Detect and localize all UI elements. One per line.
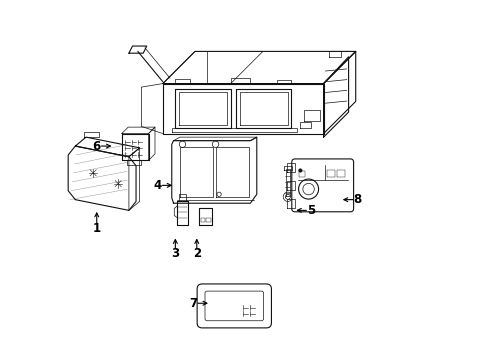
Text: 5: 5 xyxy=(307,204,315,217)
Text: 1: 1 xyxy=(93,222,101,235)
Text: 7: 7 xyxy=(189,297,197,310)
FancyBboxPatch shape xyxy=(292,159,354,212)
Text: 4: 4 xyxy=(153,179,162,192)
FancyBboxPatch shape xyxy=(205,291,264,321)
Text: 8: 8 xyxy=(353,193,362,206)
Circle shape xyxy=(298,169,302,172)
Text: 2: 2 xyxy=(193,247,201,260)
Text: 6: 6 xyxy=(93,140,101,153)
FancyBboxPatch shape xyxy=(197,284,271,328)
Text: 3: 3 xyxy=(172,247,179,260)
